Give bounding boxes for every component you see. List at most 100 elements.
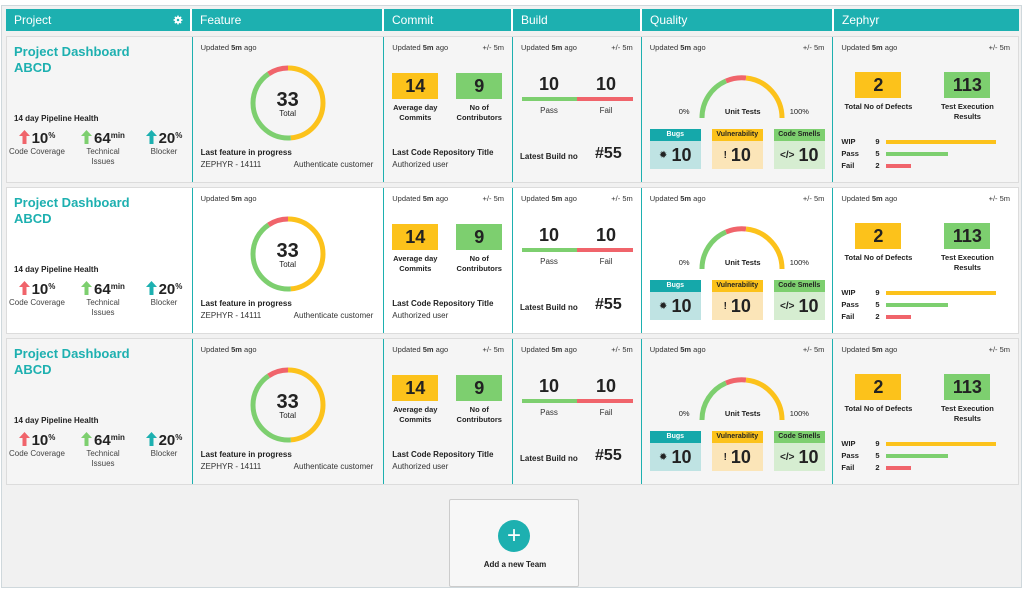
bar-name: Pass <box>841 300 859 309</box>
bar-fill <box>886 315 911 319</box>
last-feature-title: Last feature in progress <box>200 148 292 157</box>
bar-name: WIP <box>841 137 856 146</box>
add-team-card[interactable]: + Add a new Team <box>449 499 579 587</box>
project-title[interactable]: Project Dashboard ABCD <box>14 346 130 377</box>
contributors-label: No of Contributors <box>456 405 502 424</box>
gauge-min: 0% <box>678 409 690 418</box>
bar-fill <box>886 152 948 156</box>
project-cell: Project Dashboard ABCD 14 day Pipeline H… <box>7 339 193 484</box>
build-fail-value: 10 <box>596 376 617 396</box>
bugs-box[interactable]: Bugs ✹ 10 <box>649 129 701 169</box>
vulnerability-box[interactable]: Vulnerability ! 10 <box>711 129 763 169</box>
gauge-max: 100% <box>789 258 809 267</box>
metric-blocker: 20 % Blocker <box>134 130 194 157</box>
results-value: 113 <box>944 72 991 98</box>
metric-value: 20 <box>158 130 176 147</box>
feature-total-label: Total <box>279 260 297 269</box>
contributors-label: No of Contributors <box>456 254 502 273</box>
zephyr-bar-row: Pass 5 <box>841 300 1011 310</box>
metric-unit: % <box>175 131 183 140</box>
table-header: Project Feature Commit Build Quality Zep… <box>6 9 1019 31</box>
arrow-up-icon <box>81 432 93 446</box>
vulnerability-label: Vulnerability <box>711 280 763 292</box>
latest-build-label: Latest Build no <box>520 303 578 312</box>
feature-id[interactable]: ZEPHYR - 14111 <box>200 462 262 471</box>
updated-text: Updated 5m ago <box>841 345 898 354</box>
bugs-box[interactable]: Bugs ✹ 10 <box>649 280 701 320</box>
commit-cell: Updated 5m ago +/- 5m 14 Average day Com… <box>384 339 514 484</box>
metric-label: Code Coverage <box>8 449 66 458</box>
zephyr-bar-row: WIP 9 <box>841 288 1011 298</box>
zephyr-bar-row: Fail 2 <box>841 312 1011 322</box>
metric-blocker: 20 % Blocker <box>134 432 194 459</box>
bar-name: Fail <box>841 161 855 170</box>
feature-total-value: 33 <box>276 391 299 413</box>
project-rows: Project Dashboard ABCD 14 day Pipeline H… <box>6 32 1019 485</box>
bugs-value: 10 <box>671 446 692 467</box>
updated-text: Updated 5m ago <box>521 43 577 52</box>
code-smells-value: 10 <box>798 295 819 316</box>
vulnerability-box[interactable]: Vulnerability ! 10 <box>711 280 763 320</box>
repo-user: Authorized user <box>392 160 449 169</box>
repo-user: Authorized user <box>392 462 449 471</box>
metric-value: 20 <box>158 432 176 449</box>
feature-cell: Updated 5m ago 33 Total Last feature in … <box>193 188 385 333</box>
plus-icon[interactable]: + <box>498 520 530 552</box>
bar-count: 5 <box>875 149 880 158</box>
bugs-label: Bugs <box>649 280 701 292</box>
feature-total-value: 33 <box>276 240 299 262</box>
code-icon: </> <box>780 149 795 161</box>
latest-build-number[interactable]: #55 <box>595 145 622 162</box>
pass-label: Pass <box>540 257 558 266</box>
header-project-label: Project <box>14 13 52 27</box>
bugs-value: 10 <box>671 144 692 165</box>
metric-label: Blocker <box>150 449 178 458</box>
time-range: +/- 5m <box>611 194 633 203</box>
metric-value: 20 <box>158 281 176 298</box>
time-range: +/- 5m <box>988 43 1011 52</box>
contributors-value: 9 <box>456 73 503 99</box>
gauge-label: Unit Tests <box>724 409 761 418</box>
code-smells-box[interactable]: Code Smells </> 10 <box>773 129 825 169</box>
metric-label: Technical Issues <box>86 147 120 166</box>
feature-donut <box>250 65 326 141</box>
project-title[interactable]: Project Dashboard ABCD <box>14 195 130 226</box>
feature-id[interactable]: ZEPHYR - 14111 <box>200 160 262 169</box>
bugs-box[interactable]: Bugs ✹ 10 <box>649 431 701 471</box>
bar-count: 9 <box>875 137 880 146</box>
feature-total-label: Total <box>279 109 297 118</box>
latest-build-number[interactable]: #55 <box>595 447 622 464</box>
time-range: +/- 5m <box>611 43 633 52</box>
code-smells-box[interactable]: Code Smells </> 10 <box>773 431 825 471</box>
vulnerability-label: Vulnerability <box>711 129 763 141</box>
zephyr-cell: Updated 5m ago +/- 5m 2 Total No of Defe… <box>833 339 1018 484</box>
feature-donut <box>250 367 326 443</box>
latest-build-label: Latest Build no <box>520 454 578 463</box>
feature-id[interactable]: ZEPHYR - 14111 <box>200 311 262 320</box>
bar-count: 9 <box>875 439 880 448</box>
latest-build-label: Latest Build no <box>520 152 578 161</box>
gauge-max: 100% <box>789 107 809 116</box>
metric-unit: min <box>110 131 125 140</box>
bar-count: 2 <box>875 161 880 170</box>
bar-name: Fail <box>841 463 855 472</box>
vulnerability-box[interactable]: Vulnerability ! 10 <box>711 431 763 471</box>
zephyr-bar-row: Pass 5 <box>841 149 1011 159</box>
latest-build-number[interactable]: #55 <box>595 296 622 313</box>
gear-icon[interactable] <box>172 14 184 26</box>
contributors-value: 9 <box>456 224 503 250</box>
metric-label: Code Coverage <box>8 298 66 307</box>
header-zephyr: Zephyr <box>842 13 880 27</box>
updated-text: Updated 5m ago <box>521 194 577 203</box>
bar-fill <box>886 140 997 144</box>
pipeline-health-label: 14 day Pipeline Health <box>14 416 99 425</box>
gauge-min: 0% <box>678 107 690 116</box>
project-title[interactable]: Project Dashboard ABCD <box>14 44 130 75</box>
metric-value: 64 <box>94 130 111 147</box>
metric-value: 10 <box>31 432 49 449</box>
pass-label: Pass <box>540 408 558 417</box>
metric-label: Blocker <box>150 147 178 156</box>
bar-count: 5 <box>875 300 880 309</box>
arrow-up-icon <box>81 281 93 295</box>
code-smells-box[interactable]: Code Smells </> 10 <box>773 280 825 320</box>
